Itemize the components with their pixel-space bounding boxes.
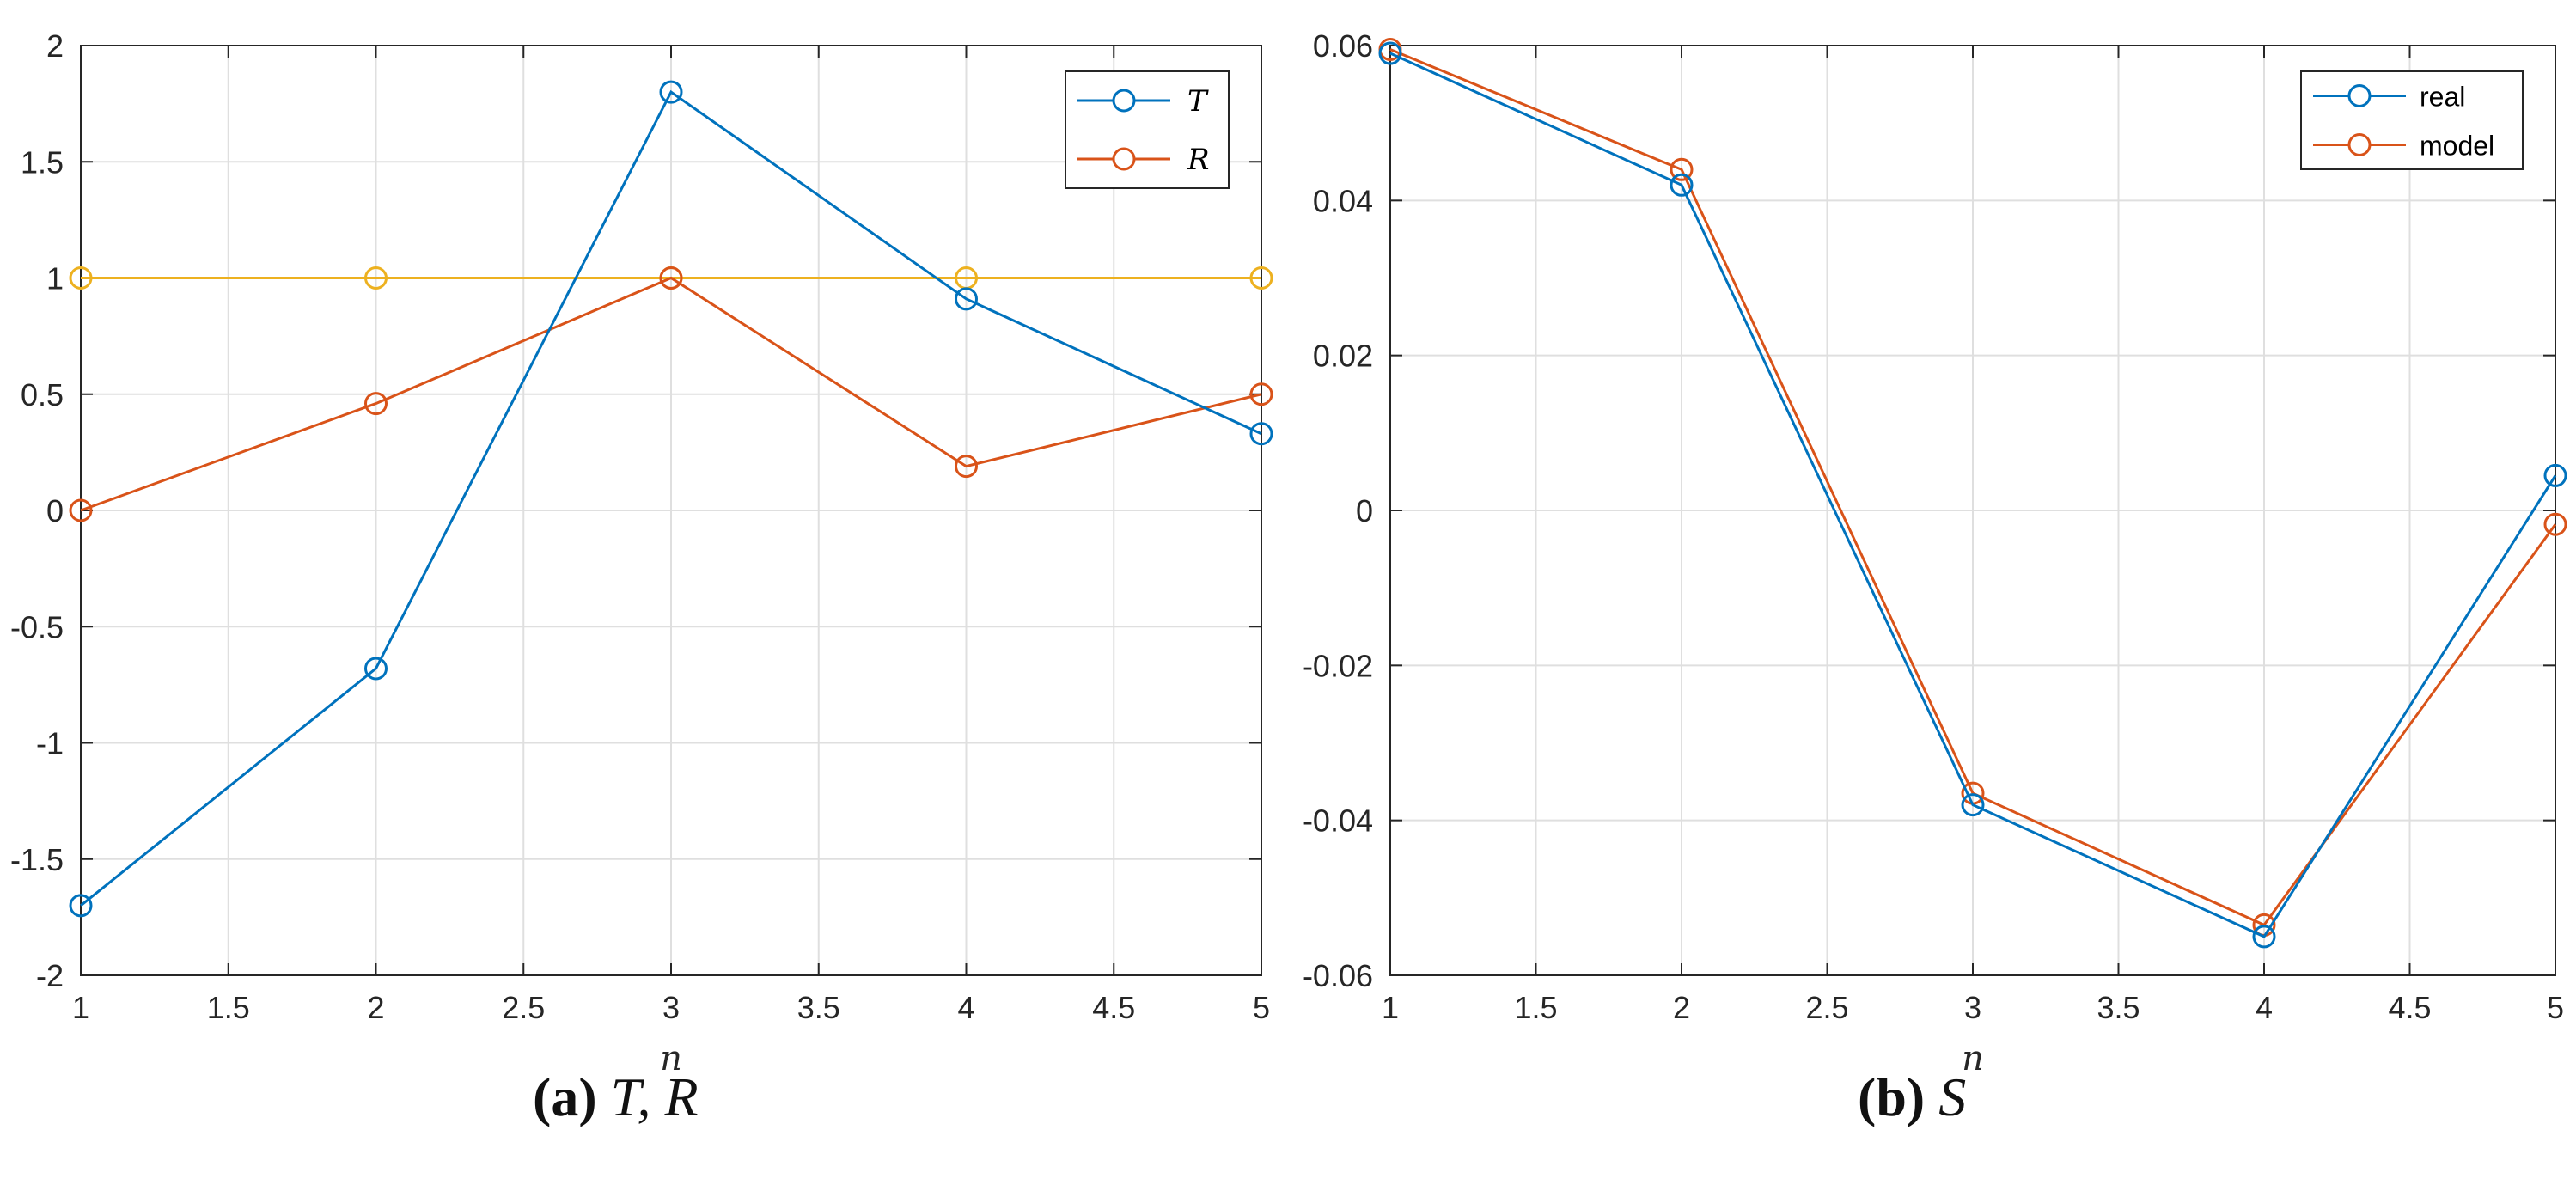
- p0-y-tick-label-3: -0.5: [10, 609, 64, 644]
- p0-series-0-line: [80, 89, 1262, 907]
- caption-b-label: (b): [1858, 1066, 1926, 1127]
- caption-a: (a) T, R: [533, 1066, 699, 1151]
- p0-legend-box: [1065, 70, 1230, 189]
- p0-legend-label-1: R: [1187, 143, 1210, 177]
- p1-series-1-point-1: [1670, 157, 1694, 181]
- p1-y-tick-label-2: -0.02: [1303, 648, 1373, 683]
- p1-legend-label-0: real: [2420, 82, 2465, 113]
- p1-series-0-point-4: [2543, 463, 2567, 487]
- chart-panel-b: 1 1.5 2 2.5 3 3.5 4 4.5 5 -0.06 -0.04 -0.02 0 0.02 0.0…: [1303, 28, 2567, 1078]
- p0-series-2-point-0: [69, 266, 93, 290]
- p0-y-tick-label-8: 2: [46, 28, 64, 64]
- p0-x-tick-label-4: 3: [662, 990, 680, 1025]
- p0-series-0-point-4: [1249, 422, 1273, 446]
- p0-series-1-point-3: [955, 455, 978, 479]
- p0-series-1-point-1: [364, 392, 388, 416]
- p1-y-tick-label-5: 0.04: [1313, 183, 1373, 218]
- p0-series-1-point-0: [69, 498, 93, 522]
- p0-series-1-point-4: [1249, 382, 1273, 406]
- chart-panel-a: 1 1.5 2 2.5 3 3.5 4 4.5 5 -2 -1.5 -1 -0.5 0 0.5 1 1.5 2 n T…: [10, 28, 1273, 1078]
- p0-y-tick-label-0: -2: [36, 958, 64, 993]
- p1-x-tick-label-0: 1: [1382, 990, 1399, 1025]
- p1-legend-marker-0: [2347, 84, 2372, 107]
- p0-series-0-point-1: [364, 657, 388, 681]
- p0-y-tick-label-4: 0: [46, 493, 64, 528]
- p0-x-tick-label-1: 1.5: [207, 990, 250, 1025]
- p0-x-tick-label-7: 4.5: [1092, 990, 1135, 1025]
- p0-series-1-point-2: [659, 266, 683, 290]
- p1-series-0-point-0: [1378, 41, 1402, 65]
- p1-x-axis-label: n: [1962, 1039, 1984, 1078]
- p0-series-0-point-3: [955, 287, 978, 311]
- p0-series-0-point-0: [69, 894, 93, 918]
- p1-y-tick-label-6: 0.06: [1313, 28, 1373, 64]
- p0-x-axis-label: n: [660, 1039, 682, 1078]
- caption-b-text: S: [1938, 1066, 1967, 1127]
- p1-x-tick-label-6: 4: [2256, 990, 2273, 1025]
- p0-y-tick-label-5: 0.5: [21, 377, 64, 412]
- p1-x-tick-label-7: 4.5: [2388, 990, 2431, 1025]
- p0-series-1-line: [80, 276, 1262, 512]
- p0-x-tick-label-3: 2.5: [502, 990, 545, 1025]
- p0-y-tick-label-7: 1.5: [21, 144, 64, 180]
- p1-y-tick-label-0: -0.06: [1303, 958, 1373, 993]
- p0-series-2-point-1: [364, 266, 388, 290]
- p1-series-0-point-1: [1670, 173, 1694, 197]
- p1-y-tick-label-3: 0: [1356, 493, 1373, 528]
- p0-y-tick-label-6: 1: [46, 261, 64, 296]
- caption-a-text: T, R: [610, 1066, 699, 1127]
- p1-legend-label-1: model: [2420, 131, 2494, 162]
- p0-legend-marker-0: [1112, 89, 1136, 113]
- p1-y-tick-label-4: 0.02: [1313, 339, 1373, 374]
- p1-legend-box: [2300, 70, 2524, 170]
- p0-x-tick-label-6: 4: [957, 990, 974, 1025]
- p1-series-0-line: [1389, 52, 2557, 938]
- p0-legend-marker-1: [1112, 147, 1136, 171]
- p1-legend-marker-1: [2347, 133, 2372, 156]
- p0-series-2-point-4: [1249, 266, 1273, 290]
- p1-x-tick-label-5: 3.5: [2097, 990, 2140, 1025]
- p0-series-0-point-2: [659, 80, 683, 104]
- p1-x-tick-label-3: 2.5: [1805, 990, 1848, 1025]
- p0-y-tick-label-2: -1: [36, 726, 64, 761]
- p0-y-tick-label-1: -1.5: [10, 842, 64, 877]
- p1-x-tick-label-4: 3: [1964, 990, 1981, 1025]
- p1-y-tick-label-1: -0.04: [1303, 803, 1373, 839]
- p1-x-tick-label-8: 5: [2547, 990, 2564, 1025]
- p1-series-0-point-3: [2252, 925, 2276, 949]
- p0-x-tick-label-2: 2: [367, 990, 384, 1025]
- caption-b: (b) S: [1858, 1066, 1966, 1151]
- p1-series-1-point-4: [2543, 512, 2567, 536]
- p0-x-tick-label-8: 5: [1253, 990, 1270, 1025]
- p1-x-tick-label-1: 1.5: [1514, 990, 1557, 1025]
- p0-legend-label-0: T: [1187, 84, 1209, 119]
- p1-series-0-point-2: [1961, 793, 1985, 817]
- p0-x-tick-label-0: 1: [72, 990, 89, 1025]
- p0-x-tick-label-5: 3.5: [797, 990, 840, 1025]
- caption-a-label: (a): [533, 1066, 597, 1127]
- p1-x-tick-label-2: 2: [1673, 990, 1690, 1025]
- p1-series-1-line: [1389, 48, 2557, 927]
